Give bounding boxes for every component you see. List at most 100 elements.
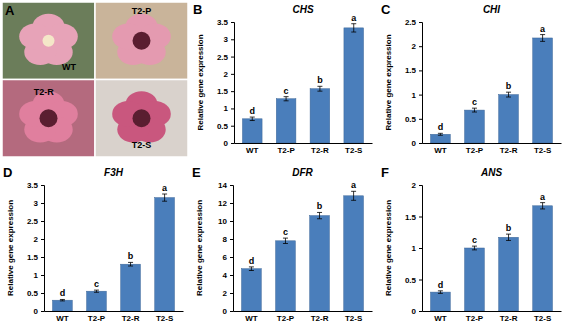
y-axis-title: Relative gene expression: [195, 200, 204, 296]
y-tick: 0: [34, 307, 44, 316]
y-tick-label: 0.5: [405, 276, 417, 285]
x-tick-label: WT: [245, 314, 258, 323]
x-tick-label: T2-S: [534, 146, 552, 155]
error-cap: [506, 234, 511, 235]
y-tick-mark: [419, 280, 422, 281]
error-cap: [317, 86, 322, 87]
photo-panel: WTT2-PT2-RT2-SA: [2, 2, 188, 157]
y-tick-mark: [41, 311, 44, 312]
y-tick-mark: [230, 293, 233, 294]
x-tick-label: T2-P: [466, 146, 484, 155]
x-tick: T2-P: [277, 311, 295, 323]
significance-label: c: [94, 279, 99, 289]
y-tick: 8: [223, 235, 233, 244]
error-bar: [128, 262, 133, 266]
y-tick-label: 12: [218, 199, 227, 208]
error-cap: [438, 135, 443, 136]
y-tick: 0.5: [217, 122, 234, 131]
chart-panel: DF3HRelative gene expression00.511.522.5…: [3, 165, 184, 323]
y-axis-title: Relative gene expression: [196, 34, 205, 130]
x-axis: WTT2-PT2-RT2-S: [234, 311, 373, 323]
y-tick: 1: [224, 104, 234, 113]
y-tick: 2.5: [217, 53, 234, 62]
x-tick: T2-P: [466, 143, 484, 155]
chart-panel: EDFRRelative gene expression02468101214W…: [192, 165, 373, 323]
y-tick-label: 1.5: [217, 87, 229, 96]
error-cap: [283, 243, 288, 244]
y-tick-mark: [419, 248, 422, 249]
y-tick-label: 1: [412, 91, 417, 100]
y-tick-label: 3: [224, 35, 229, 44]
bar: [465, 248, 485, 311]
error-cap: [60, 299, 65, 300]
y-tick-label: 2: [224, 70, 229, 79]
significance-label: d: [249, 256, 255, 266]
x-tick-label: T2-R: [500, 314, 518, 323]
error-cap: [540, 41, 545, 42]
panel-label: A: [5, 3, 15, 18]
y-tick: 3: [224, 35, 234, 44]
panel-label: C: [381, 2, 391, 17]
error-cap: [472, 249, 477, 250]
y-tick-mark: [419, 46, 422, 47]
y-tick-mark: [231, 126, 234, 127]
error-bar: [438, 291, 443, 294]
y-tick: 0: [224, 139, 234, 148]
y-tick: 6: [223, 253, 233, 262]
x-tick-label: WT: [56, 314, 69, 323]
x-tick-label: WT: [434, 146, 447, 155]
error-cap: [506, 97, 511, 98]
y-tick: 3.5: [27, 181, 44, 190]
error-cap: [284, 100, 289, 101]
chart-title: F3H: [104, 167, 124, 178]
chart-panel: CCHIRelative gene expression00.511.522.5…: [381, 2, 562, 155]
y-tick-mark: [230, 185, 233, 186]
x-tick: T2-S: [156, 311, 174, 323]
significance-label: b: [506, 81, 512, 91]
y-tick: 0.5: [405, 276, 422, 285]
x-axis-line: [234, 311, 373, 312]
y-axis-line: [419, 186, 423, 312]
flower-center: [40, 109, 58, 127]
y-tick: 1.5: [405, 213, 422, 222]
y-tick: 0: [412, 307, 422, 316]
error-cap: [249, 270, 254, 271]
y-axis: 00.511.522.533.5: [27, 181, 45, 316]
error-bar: [60, 299, 65, 300]
bar: [155, 198, 175, 311]
y-tick-mark: [231, 74, 234, 75]
y-tick-label: 0: [34, 307, 39, 316]
y-tick-label: 10: [218, 217, 227, 226]
x-axis: WT T2-P T2-R T2-S: [423, 143, 562, 155]
x-tick: T2-S: [534, 311, 552, 323]
significance-label: d: [438, 280, 444, 290]
x-tick: T2-S: [534, 143, 552, 155]
error-bar: [250, 117, 255, 120]
error-cap: [317, 212, 322, 213]
y-tick: 1.5: [27, 253, 44, 262]
error-cap: [250, 120, 255, 121]
y-axis: 02468101214: [218, 181, 233, 316]
significance-label: a: [540, 192, 546, 202]
significance-label: c: [472, 235, 477, 245]
error-cap: [438, 290, 443, 291]
y-tick: 1: [34, 271, 44, 280]
error-cap: [506, 240, 511, 241]
plot-marks: [242, 191, 364, 311]
y-tick-mark: [419, 95, 422, 96]
bar: [431, 292, 451, 311]
bar: [344, 196, 364, 311]
x-axis-line: [45, 311, 184, 312]
x-tick: T2-S: [345, 311, 363, 323]
bar: [276, 241, 296, 311]
panel-label: D: [3, 165, 12, 180]
y-tick-label: 0.5: [27, 289, 39, 298]
x-tick-label: T2-R: [500, 146, 518, 155]
y-tick: 2: [412, 42, 422, 51]
x-tick-label: T2-R: [311, 146, 329, 155]
y-tick-mark: [419, 70, 422, 71]
error-cap: [162, 194, 167, 195]
photo-label: T2-R: [34, 87, 55, 97]
x-axis: WTT2-PT2-RT2-S: [45, 311, 184, 323]
error-stem: [353, 191, 354, 200]
